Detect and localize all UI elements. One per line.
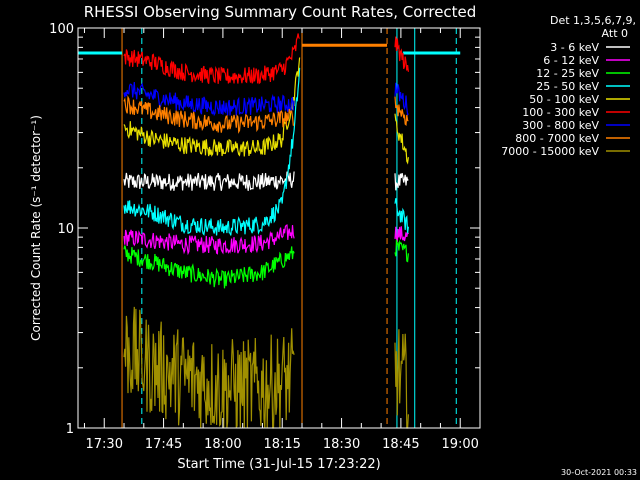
series-group — [123, 33, 409, 429]
x-tick-label: 18:15 — [263, 437, 300, 452]
legend-label-8: 7000 - 15000 keV — [501, 145, 599, 158]
legend-label-1: 6 - 12 keV — [543, 54, 599, 67]
legend-label-3: 25 - 50 keV — [536, 80, 599, 93]
legend-label-2: 12 - 25 keV — [536, 67, 599, 80]
x-tick-label: 18:45 — [382, 437, 419, 452]
series-line-4 — [123, 57, 409, 165]
x-tick-label: 17:30 — [86, 437, 123, 452]
x-axis: 17:30 17:45 18:00 18:15 18:30 18:45 19:00 — [83, 28, 481, 452]
series-line-7 — [123, 95, 409, 134]
y-tick-label: 100 — [49, 22, 74, 37]
legend-label-0: 3 - 6 keV — [550, 41, 599, 54]
legend-label-5: 100 - 300 keV — [522, 106, 599, 119]
timestamp: 30-Oct-2021 00:33 — [561, 468, 637, 477]
series-line-5 — [123, 33, 409, 85]
x-tick-label: 17:45 — [145, 437, 182, 452]
legend-header-line-2: Att 0 — [602, 27, 628, 40]
series-line-0 — [123, 171, 409, 191]
series-line-1 — [123, 224, 409, 256]
legend-label-4: 50 - 100 keV — [529, 93, 599, 106]
y-axis: 1 10 100 — [49, 22, 480, 437]
plot-area — [78, 28, 461, 429]
chart-title: RHESSI Observing Summary Count Rates, Co… — [84, 3, 477, 21]
series-line-8 — [123, 306, 409, 429]
series-line-2 — [123, 239, 409, 289]
legend-header-line-1: Det 1,3,5,6,7,9, — [550, 14, 636, 27]
legend-label-7: 800 - 7000 keV — [515, 132, 599, 145]
y-tick-label: 1 — [66, 422, 74, 437]
x-tick-label: 19:00 — [441, 437, 478, 452]
y-axis-label: Corrected Count Rate (s⁻¹ detector⁻¹) — [29, 115, 43, 341]
y-tick-label: 10 — [57, 222, 74, 237]
x-axis-label: Start Time (31-Jul-15 17:23:22) — [177, 457, 380, 472]
series-line-3 — [123, 67, 409, 236]
x-tick-label: 18:30 — [323, 437, 360, 452]
series-line-6 — [123, 82, 409, 117]
legend-label-6: 300 - 800 keV — [522, 119, 599, 132]
x-tick-label: 18:00 — [204, 437, 241, 452]
